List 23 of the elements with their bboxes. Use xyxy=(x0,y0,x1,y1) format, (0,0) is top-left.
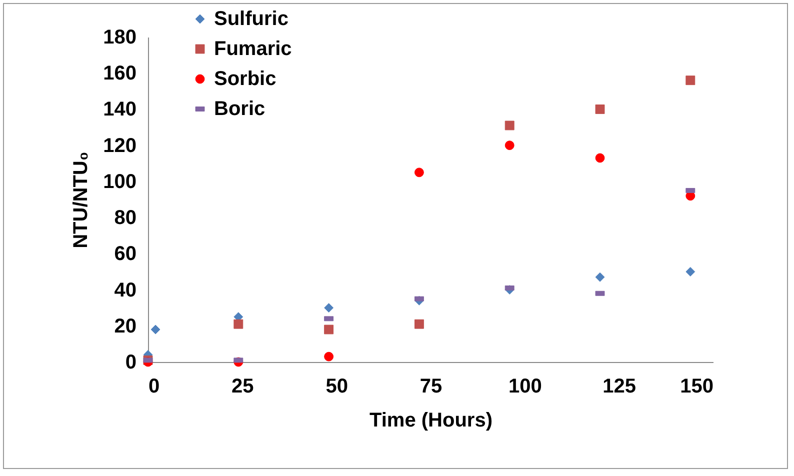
y-tick-label: 80 xyxy=(114,207,136,230)
y-tick-label: 120 xyxy=(103,134,136,157)
x-tick-label: 125 xyxy=(602,376,636,398)
y-tick-label: 20 xyxy=(114,315,136,338)
x-tick-label: 25 xyxy=(232,376,254,398)
legend-label: Boric xyxy=(214,98,266,120)
x-tick-label: 0 xyxy=(148,376,160,398)
y-tick-label: 160 xyxy=(103,62,136,85)
legend-label: Fumaric xyxy=(214,38,292,60)
y-tick-label: 60 xyxy=(114,243,136,266)
y-tick-label: 100 xyxy=(103,170,136,193)
y-tick-label: 0 xyxy=(125,352,136,374)
legend-label: Sulfuric xyxy=(214,8,288,30)
legend-label: Sorbic xyxy=(214,68,276,90)
x-axis-title: Time (Hours) xyxy=(370,410,492,432)
y-tick-label: 40 xyxy=(114,279,136,302)
x-tick-label: 150 xyxy=(680,376,714,398)
y-tick-label: 180 xyxy=(103,26,136,48)
x-tick-label: 50 xyxy=(326,376,348,398)
y-tick-label: 140 xyxy=(103,98,136,121)
x-tick-label: 75 xyxy=(420,376,442,398)
x-tick-label: 100 xyxy=(508,376,542,398)
y-axis-title: NTU/NTU₀ xyxy=(70,152,92,248)
